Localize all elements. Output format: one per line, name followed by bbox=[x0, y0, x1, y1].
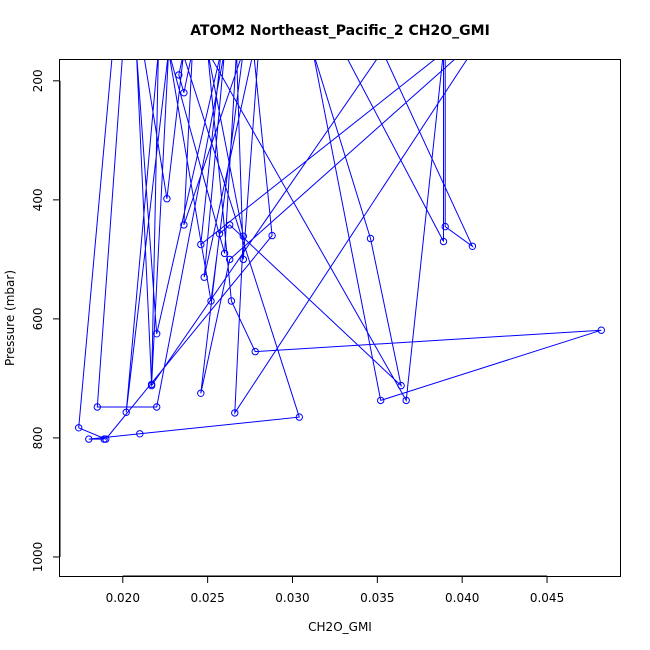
data-point bbox=[122, 408, 130, 416]
data-point bbox=[153, 330, 161, 338]
data-point bbox=[268, 231, 276, 240]
plot-frame bbox=[59, 59, 621, 577]
data-point bbox=[180, 89, 188, 97]
data-point bbox=[251, 347, 259, 356]
x-axis: 0.020 0.025 0.030 0.035 0.040 0.045 bbox=[106, 575, 564, 605]
x-tick-label: 0.035 bbox=[360, 591, 394, 605]
marker-layer bbox=[75, 71, 605, 443]
x-tick-label: 0.030 bbox=[275, 591, 309, 605]
data-point bbox=[226, 255, 234, 264]
data-point bbox=[100, 435, 108, 443]
data-point bbox=[200, 273, 208, 281]
data-point bbox=[85, 435, 93, 443]
y-tick-label: 400 bbox=[31, 188, 45, 211]
data-point bbox=[220, 249, 229, 258]
x-tick-label: 0.040 bbox=[445, 591, 479, 605]
data-point bbox=[207, 297, 215, 305]
data-point bbox=[175, 71, 183, 79]
data-point bbox=[93, 403, 102, 411]
data-point bbox=[366, 234, 375, 243]
data-point bbox=[197, 240, 205, 249]
data-point bbox=[153, 403, 161, 411]
data-point bbox=[215, 230, 224, 238]
data-point bbox=[180, 221, 188, 229]
data-point bbox=[226, 221, 234, 229]
chart-title: ATOM2 Northeast_Pacific_2 CH2O_GMI bbox=[190, 23, 490, 39]
series-line bbox=[78, 60, 602, 440]
y-tick-label: 200 bbox=[31, 69, 45, 92]
y-tick-label: 1000 bbox=[31, 542, 45, 573]
y-axis: 200 400 600 800 1000 bbox=[31, 69, 61, 573]
y-tick-label: 600 bbox=[31, 307, 45, 330]
data-point bbox=[397, 381, 405, 390]
data-point bbox=[75, 424, 83, 432]
data-point bbox=[147, 381, 156, 390]
data-point bbox=[231, 409, 239, 417]
data-point bbox=[163, 195, 171, 203]
data-point bbox=[239, 255, 248, 264]
x-tick-label: 0.045 bbox=[530, 591, 564, 605]
x-tick-label: 0.025 bbox=[190, 591, 224, 605]
y-axis-label: Pressure (mbar) bbox=[3, 270, 17, 366]
data-point bbox=[402, 396, 410, 405]
series-layer bbox=[78, 60, 602, 440]
data-point bbox=[197, 389, 205, 397]
data-point bbox=[597, 326, 605, 334]
data-point bbox=[295, 413, 303, 421]
data-point bbox=[227, 297, 236, 305]
data-point bbox=[441, 222, 449, 231]
data-point bbox=[136, 430, 144, 438]
data-point bbox=[468, 242, 477, 251]
x-axis-label: CH2O_GMI bbox=[308, 620, 372, 634]
y-tick-label: 800 bbox=[31, 426, 45, 449]
data-point bbox=[377, 396, 385, 405]
data-point bbox=[239, 232, 248, 240]
data-point bbox=[439, 237, 448, 246]
x-tick-label: 0.020 bbox=[106, 591, 140, 605]
